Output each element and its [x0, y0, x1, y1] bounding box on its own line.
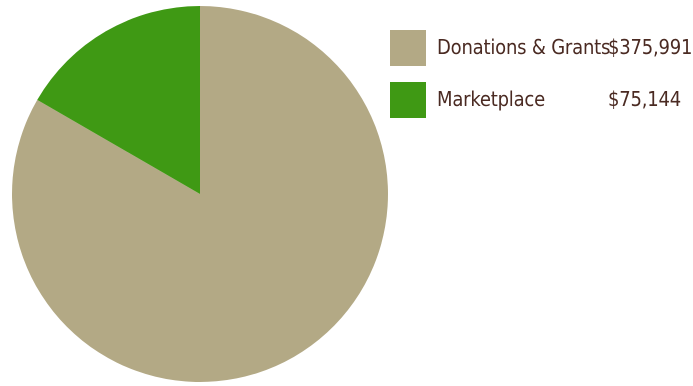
- legend-label-marketplace: Marketplace: [437, 87, 545, 111]
- legend-swatch-marketplace: [390, 82, 426, 118]
- legend: Donations & Grants $375,991 Marketplace …: [390, 30, 693, 134]
- pie-slice-donations-grants: [11, 6, 388, 383]
- legend-label-donations-grants: Donations & Grants: [437, 35, 611, 59]
- legend-item-donations-grants: Donations & Grants $375,991: [390, 30, 693, 66]
- legend-item-marketplace: Marketplace $75,144: [390, 82, 690, 118]
- legend-swatch-donations-grants: [390, 30, 426, 66]
- pie-slice-marketplace: [37, 6, 201, 194]
- legend-value-donations-grants: $375,991: [608, 35, 693, 59]
- legend-value-marketplace: $75,144: [608, 87, 681, 111]
- pie-chart: [11, 6, 388, 383]
